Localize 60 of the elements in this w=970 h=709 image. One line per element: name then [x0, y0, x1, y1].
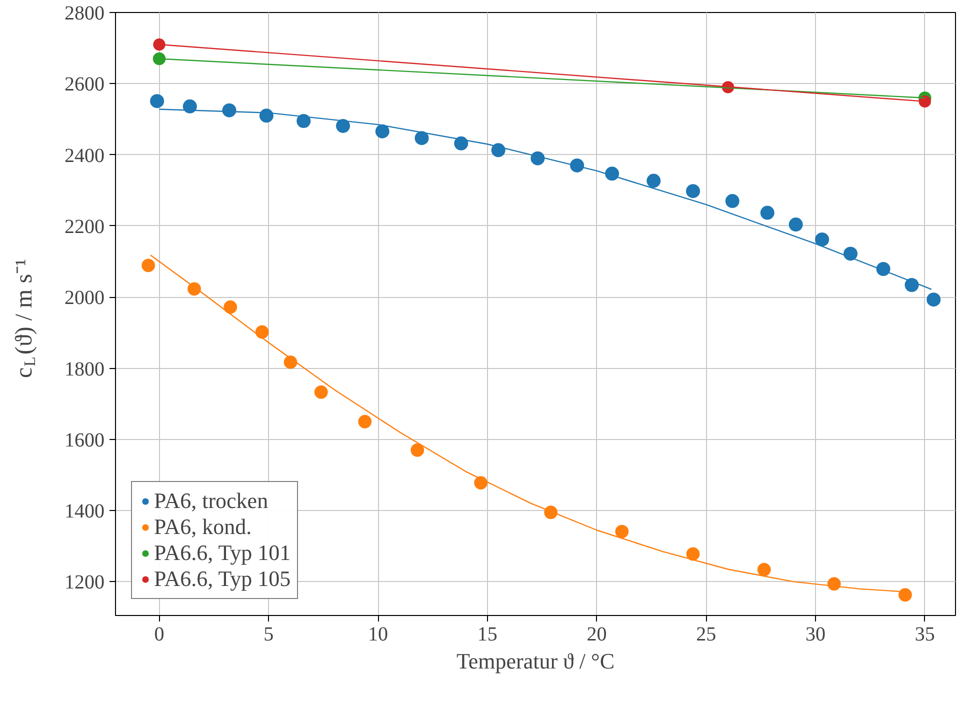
- point: [188, 282, 201, 296]
- point: [491, 143, 506, 158]
- y-tick-label: 2000: [64, 287, 104, 310]
- point: [259, 108, 274, 123]
- x-tick-label: 30: [806, 624, 826, 646]
- point: [182, 99, 197, 114]
- point: [898, 588, 912, 602]
- point: [725, 194, 740, 208]
- point: [926, 292, 941, 307]
- point: [314, 385, 328, 399]
- point: [615, 524, 629, 538]
- point: [152, 52, 166, 66]
- point: [827, 577, 841, 591]
- point: [876, 262, 890, 276]
- point: [224, 300, 238, 314]
- x-tick-label: 5: [264, 624, 274, 646]
- y-axis-title: cL(ϑ) / m s⁻¹: [12, 258, 39, 378]
- x-tick-label: 10: [368, 624, 388, 646]
- point: [815, 232, 830, 246]
- point: [296, 114, 311, 128]
- x-tick-label: 0: [154, 624, 164, 646]
- point: [474, 476, 488, 490]
- point: [686, 547, 700, 561]
- point: [757, 562, 771, 576]
- x-tick-label: 15: [477, 624, 498, 646]
- point: [153, 38, 166, 51]
- point: [844, 246, 858, 261]
- point: [150, 94, 164, 108]
- legend-label: PA6, kond.: [154, 514, 252, 540]
- x-axis-title: Temperatur ϑ / °C: [456, 648, 615, 674]
- y-tick-label: 2800: [64, 2, 104, 24]
- point: [904, 278, 919, 292]
- point: [414, 131, 429, 146]
- point: [336, 119, 350, 133]
- point: [646, 174, 661, 188]
- point: [788, 218, 803, 232]
- y-tick-label: 1800: [64, 358, 104, 380]
- x-tick-label: 35: [914, 624, 935, 646]
- point: [410, 443, 424, 457]
- x-tick-label: 25: [696, 624, 716, 646]
- point: [454, 136, 468, 150]
- legend-label: PA6, trocken: [154, 488, 268, 514]
- point: [255, 325, 269, 339]
- point: [760, 206, 774, 220]
- x-tick-label: 20: [586, 624, 607, 646]
- point: [358, 414, 372, 428]
- point: [284, 356, 298, 369]
- y-tick-label: 2200: [64, 216, 104, 238]
- point: [686, 184, 700, 198]
- legend-label: PA6.6, Typ 101: [154, 540, 291, 566]
- y-tick-label: 1200: [64, 572, 104, 594]
- y-tick-label: 1400: [64, 500, 104, 523]
- y-tick-label: 2600: [64, 74, 104, 96]
- point: [142, 258, 156, 272]
- y-tick-label: 1600: [64, 429, 104, 452]
- y-tick-label: 2400: [64, 144, 104, 167]
- point: [375, 124, 390, 138]
- point: [530, 151, 545, 166]
- legend-label: PA6.6, Typ 105: [154, 566, 291, 592]
- point: [605, 166, 620, 181]
